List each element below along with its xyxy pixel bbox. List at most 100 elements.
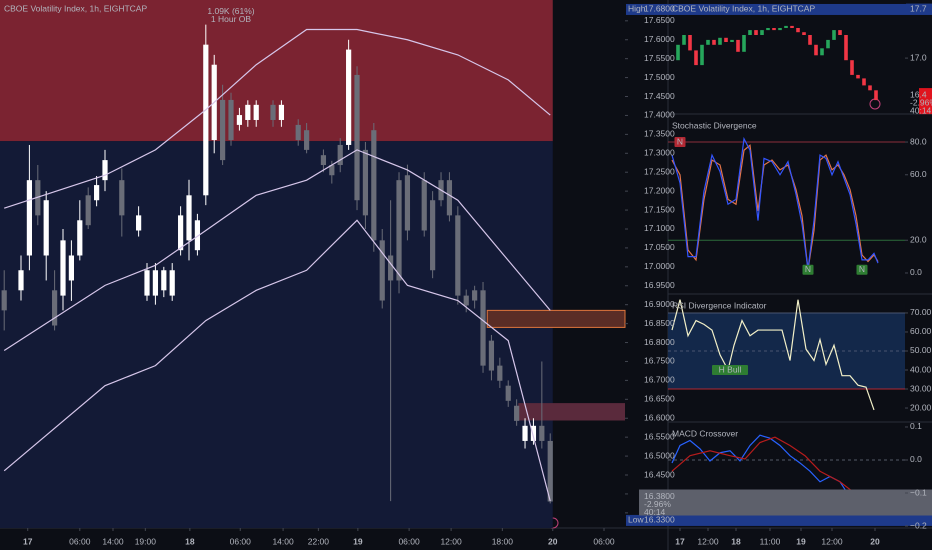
x-tick-label: 11:00 bbox=[760, 536, 781, 546]
annotation-box bbox=[712, 365, 748, 376]
last-price: 16.4 bbox=[910, 89, 927, 99]
y-tick-label: 16.6000 bbox=[644, 412, 675, 422]
panel-title: Stochastic Divergence bbox=[672, 120, 757, 130]
zone bbox=[518, 403, 625, 421]
price-step bbox=[814, 44, 818, 56]
annotation: N bbox=[805, 264, 811, 274]
y-tick-label: 16.7000 bbox=[644, 375, 675, 385]
x-tick-label: 18 bbox=[185, 536, 195, 546]
indicator-line bbox=[671, 136, 879, 270]
y-tick-label: −0.2 bbox=[910, 520, 927, 530]
x-tick-label: 14:00 bbox=[102, 536, 124, 546]
marks-layer bbox=[1, 24, 879, 524]
y-tick-label: 17.0500 bbox=[644, 242, 675, 252]
low-marker-box bbox=[626, 514, 932, 526]
candle-body bbox=[119, 180, 125, 216]
low-marker-value: 16.3300 bbox=[644, 515, 675, 525]
x-tick-label: 19 bbox=[353, 536, 363, 546]
x-tick-label: 06:00 bbox=[593, 536, 615, 546]
candle-body bbox=[245, 104, 251, 120]
price-step bbox=[706, 39, 710, 45]
candle-body bbox=[396, 180, 402, 281]
y-tick-label: 17.0 bbox=[910, 52, 927, 62]
candle-body bbox=[388, 255, 394, 281]
high-marker-value: 17.7 bbox=[910, 3, 927, 13]
candle-body bbox=[60, 240, 66, 296]
y-tick-label: 16.7500 bbox=[644, 356, 675, 366]
price-step bbox=[754, 30, 758, 35]
last-price: 16.3800 bbox=[644, 491, 675, 501]
x-tick-label: 22:00 bbox=[308, 536, 330, 546]
y-tick-label: 20.0 bbox=[910, 234, 927, 244]
candle-body bbox=[270, 104, 276, 120]
y-tick-label: 16.9000 bbox=[644, 299, 675, 309]
price-step bbox=[712, 39, 716, 45]
price-step bbox=[832, 30, 836, 40]
candle-body bbox=[455, 215, 461, 296]
price-step bbox=[700, 44, 704, 66]
candle-body bbox=[488, 340, 495, 371]
panel-title: RSI Divergence Indicator bbox=[672, 300, 767, 310]
panel-title: CBOE Volatility Index, 1h, EIGHTCAP bbox=[4, 3, 147, 13]
y-tick-label: 16.5000 bbox=[644, 450, 675, 460]
candle-body bbox=[505, 385, 511, 401]
x-tick-label: 12:00 bbox=[821, 536, 843, 546]
price-step bbox=[838, 30, 842, 35]
candle-body bbox=[371, 130, 377, 241]
band-line bbox=[3, 149, 551, 351]
candle-body bbox=[1, 290, 7, 311]
candle-body bbox=[480, 290, 486, 366]
high-marker-value: 17.6800 bbox=[644, 4, 675, 14]
candle-body bbox=[94, 185, 100, 201]
candle-body bbox=[26, 180, 33, 256]
candle-body bbox=[144, 270, 150, 296]
price-step bbox=[748, 30, 752, 35]
y-tick-label: 17.2000 bbox=[644, 185, 675, 195]
price-step bbox=[784, 25, 788, 28]
candle-body bbox=[102, 160, 108, 181]
replay-icon bbox=[869, 98, 881, 110]
x-tick-label: 12:00 bbox=[697, 536, 719, 546]
y-tick-label: 16.6500 bbox=[644, 394, 675, 404]
candle-body bbox=[18, 270, 24, 291]
price-step bbox=[694, 50, 698, 66]
last-change: -2.96% bbox=[644, 499, 671, 509]
y-tick-label: 16.8500 bbox=[644, 318, 675, 328]
price-step bbox=[796, 28, 800, 33]
y-tick-label: 17.6500 bbox=[644, 15, 675, 25]
candle-body bbox=[530, 425, 537, 441]
candle-body bbox=[514, 405, 520, 421]
candle-body bbox=[430, 200, 436, 271]
candle-body bbox=[43, 200, 49, 256]
price-step bbox=[874, 90, 878, 101]
high-marker-box bbox=[906, 3, 932, 15]
y-tick-label: 40.00 bbox=[910, 364, 932, 374]
candle-body bbox=[463, 295, 469, 306]
annotation: 1 Hour OB bbox=[211, 14, 251, 24]
indicator-line bbox=[671, 144, 879, 270]
y-tick-label: 17.5000 bbox=[644, 72, 675, 82]
y-tick-label: 0.0 bbox=[910, 454, 922, 464]
candle-body bbox=[161, 270, 167, 291]
zones-layer bbox=[0, 0, 905, 528]
y-tick-label: −0.1 bbox=[910, 487, 927, 497]
x-tick-label: 06:00 bbox=[398, 536, 420, 546]
y-tick-label: 17.5500 bbox=[644, 53, 675, 63]
y-tick-label: 80.0 bbox=[910, 136, 927, 146]
y-tick-label: 17.6000 bbox=[644, 34, 675, 44]
candle-body bbox=[236, 115, 243, 125]
price-step bbox=[826, 39, 830, 49]
annotation: N bbox=[859, 264, 865, 274]
x-tick-label: 18 bbox=[731, 536, 741, 546]
candle-body bbox=[362, 149, 369, 216]
candle-body bbox=[329, 165, 335, 176]
zone bbox=[0, 0, 553, 142]
y-tick-label: 17.1500 bbox=[644, 204, 675, 214]
panel-title: MACD Crossover bbox=[672, 428, 738, 438]
last-change: -2.96% bbox=[910, 97, 932, 107]
zone bbox=[486, 309, 626, 328]
candle-body bbox=[379, 240, 385, 301]
price-step bbox=[790, 25, 794, 28]
price-step bbox=[778, 28, 782, 31]
